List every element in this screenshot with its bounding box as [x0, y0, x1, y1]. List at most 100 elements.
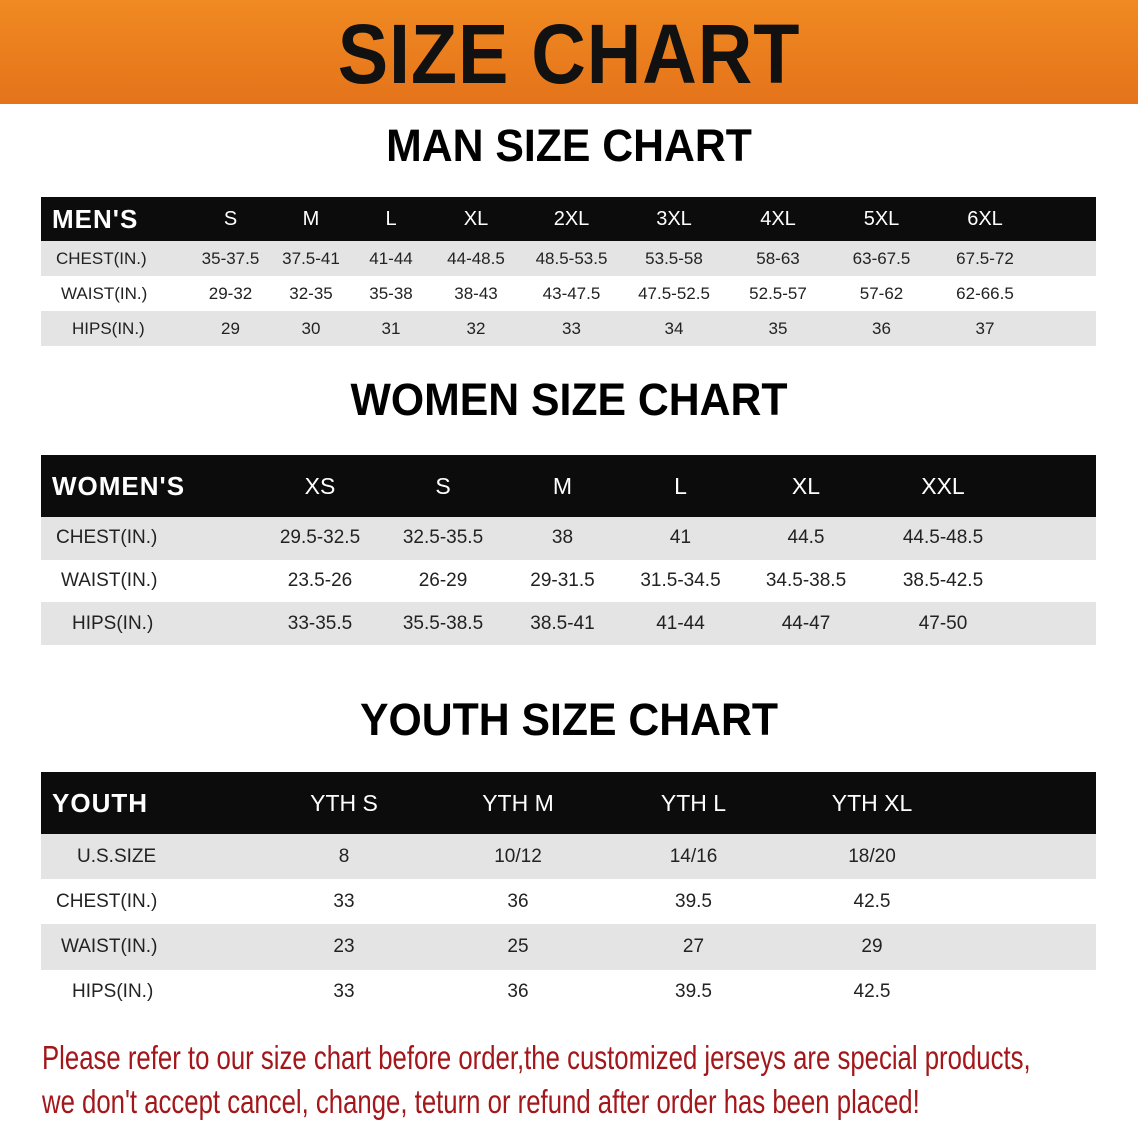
size-header: 3XL [622, 197, 726, 241]
order-notice: Please refer to our size chart before or… [42, 1036, 1134, 1124]
measurement-value: 35 [726, 311, 830, 346]
table-row: CHEST(IN.) 35-37.5 37.5-41 41-44 44-48.5 48.5… [41, 241, 1096, 276]
measurement-value: 33-35.5 [258, 602, 382, 646]
measurement-value: 29 [190, 311, 271, 346]
size-header: 2XL [521, 197, 622, 241]
size-header: YTH XL [782, 772, 962, 834]
table-row: HIPS(IN.) 33-35.5 35.5-38.5 38.5-41 41-44 44-… [41, 602, 1096, 646]
measurement-value: 34 [622, 311, 726, 346]
measurement-value: 29-32 [190, 276, 271, 311]
size-header: XS [258, 455, 382, 517]
banner: SIZE CHART [0, 0, 1138, 104]
size-header: 4XL [726, 197, 830, 241]
banner-title: SIZE CHART [337, 7, 801, 101]
measurement-value: 41-44 [621, 602, 740, 646]
header-row: MEN'S S M L XL 2XL 3XL 4XL 5XL 6XL [41, 197, 1096, 241]
size-header: S [190, 197, 271, 241]
header-row: YOUTH YTH S YTH M YTH L YTH XL [41, 772, 1096, 834]
measurement-value: 47.5-52.5 [622, 276, 726, 311]
table-row: CHEST(IN.) 33 36 39.5 42.5 [41, 879, 1096, 925]
table-row: WAIST(IN.) 29-32 32-35 35-38 38-43 43-47.5 47.… [41, 276, 1096, 311]
measurement-value: 8 [257, 834, 431, 880]
table-row: WAIST(IN.) 23 25 27 29 [41, 924, 1096, 970]
measurement-label: WAIST(IN.) [41, 559, 258, 603]
measurement-value: 41 [621, 517, 740, 560]
measurement-value: 23 [257, 924, 431, 970]
measurement-label: HIPS(IN.) [41, 602, 258, 646]
measurement-value: 44-48.5 [431, 241, 521, 276]
measurement-value: 62-66.5 [933, 276, 1037, 311]
measurement-value: 38.5-41 [504, 602, 621, 646]
measurement-value: 39.5 [605, 879, 782, 925]
size-header: 5XL [830, 197, 933, 241]
measurement-value: 23.5-26 [258, 559, 382, 603]
size-header: 6XL [933, 197, 1037, 241]
size-header: M [504, 455, 621, 517]
measurement-value: 27 [605, 924, 782, 970]
measurement-value: 63-67.5 [830, 241, 933, 276]
size-header: XL [740, 455, 872, 517]
measurement-value: 48.5-53.5 [521, 241, 622, 276]
measurement-value: 38-43 [431, 276, 521, 311]
table-row: CHEST(IN.) 29.5-32.5 32.5-35.5 38 41 44.5 44.5… [41, 517, 1096, 560]
notice-line-2: we don't accept cancel, change, teturn o… [42, 1083, 920, 1120]
measurement-value: 29 [782, 924, 962, 970]
measurement-value: 32-35 [271, 276, 351, 311]
table-label: YOUTH [41, 772, 257, 834]
size-header: YTH S [257, 772, 431, 834]
measurement-value: 44.5 [740, 517, 872, 560]
measurement-value: 34.5-38.5 [740, 559, 872, 603]
measurement-label: HIPS(IN.) [41, 311, 190, 346]
measurement-value: 29.5-32.5 [258, 517, 382, 560]
measurement-value: 10/12 [431, 834, 605, 880]
measurement-value: 35-38 [351, 276, 431, 311]
measurement-value: 32 [431, 311, 521, 346]
measurement-value: 36 [830, 311, 933, 346]
measurement-label: CHEST(IN.) [41, 517, 258, 560]
size-header: M [271, 197, 351, 241]
measurement-value: 38 [504, 517, 621, 560]
measurement-value: 42.5 [782, 879, 962, 925]
measurement-value: 18/20 [782, 834, 962, 880]
measurement-label: CHEST(IN.) [41, 879, 257, 925]
youth-size-table: YOUTH YTH S YTH M YTH L YTH XL U.S.SIZE 8 10/12… [41, 772, 1096, 1015]
measurement-value: 14/16 [605, 834, 782, 880]
size-header: YTH M [431, 772, 605, 834]
table-label: MEN'S [41, 197, 190, 241]
measurement-value: 44-47 [740, 602, 872, 646]
measurement-value: 31.5-34.5 [621, 559, 740, 603]
measurement-value: 57-62 [830, 276, 933, 311]
measurement-value: 35.5-38.5 [382, 602, 504, 646]
measurement-value: 39.5 [605, 969, 782, 1015]
size-header: L [621, 455, 740, 517]
women-section-title: WOMEN SIZE CHART [350, 374, 788, 425]
table-row: U.S.SIZE 8 10/12 14/16 18/20 [41, 834, 1096, 880]
measurement-value: 43-47.5 [521, 276, 622, 311]
women-size-table: WOMEN'S XS S M L XL XXL CHEST(IN.) 29.5-32.5 32.5… [41, 455, 1096, 646]
measurement-value: 33 [257, 879, 431, 925]
table-label: WOMEN'S [41, 455, 258, 517]
header-row: WOMEN'S XS S M L XL XXL [41, 455, 1096, 517]
measurement-value: 36 [431, 969, 605, 1015]
measurement-label: HIPS(IN.) [41, 969, 257, 1015]
size-header: L [351, 197, 431, 241]
measurement-value: 32.5-35.5 [382, 517, 504, 560]
notice-line-1: Please refer to our size chart before or… [42, 1039, 1031, 1076]
measurement-value: 25 [431, 924, 605, 970]
men-section-title: MAN SIZE CHART [386, 120, 752, 171]
measurement-value: 33 [257, 969, 431, 1015]
measurement-value: 31 [351, 311, 431, 346]
measurement-value: 29-31.5 [504, 559, 621, 603]
measurement-value: 42.5 [782, 969, 962, 1015]
size-header: XXL [872, 455, 1014, 517]
table-row: WAIST(IN.) 23.5-26 26-29 29-31.5 31.5-34.5 34… [41, 559, 1096, 603]
measurement-label: WAIST(IN.) [41, 276, 190, 311]
size-header: XL [431, 197, 521, 241]
youth-section-title: YOUTH SIZE CHART [359, 694, 778, 745]
measurement-value: 67.5-72 [933, 241, 1037, 276]
measurement-value: 38.5-42.5 [872, 559, 1014, 603]
measurement-value: 44.5-48.5 [872, 517, 1014, 560]
measurement-value: 53.5-58 [622, 241, 726, 276]
measurement-value: 52.5-57 [726, 276, 830, 311]
measurement-value: 33 [521, 311, 622, 346]
